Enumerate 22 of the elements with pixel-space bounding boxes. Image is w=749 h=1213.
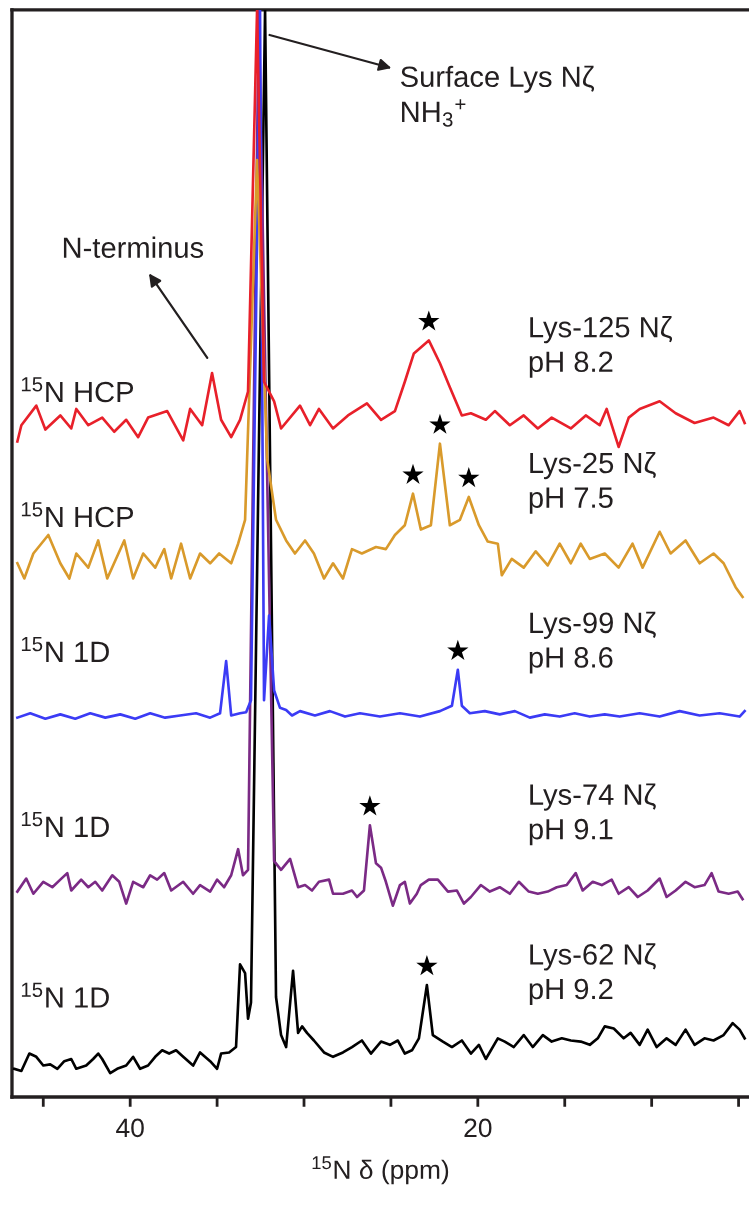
x-tick-label: 40: [116, 1118, 144, 1138]
annotation: $^{15}$N HCP: [21, 377, 134, 403]
annotation: $^{15}$N 1D: [21, 812, 109, 837]
annotation: ★: [418, 310, 440, 331]
annotation: $^{15}$N HCP: [21, 502, 134, 528]
annotation: ★: [402, 463, 424, 484]
annotation: ★: [416, 955, 438, 976]
series-label: Lys-62 Nζ pH 9.2: [529, 943, 656, 1006]
annotation: $^{15}$N 1D: [21, 637, 109, 662]
series-label: Lys-74 Nζ pH 9.1: [529, 783, 656, 846]
annotation: $^{15}$N 1D: [21, 982, 109, 1008]
annotation: ★: [429, 413, 451, 434]
annotation: N-terminus: [63, 236, 204, 259]
annotation: ★: [359, 795, 381, 816]
series-label: Lys-125 Nζ pH 8.2: [529, 316, 673, 378]
annotation: ★: [447, 639, 469, 660]
series-label: Lys-25 Nζ pH 7.5: [529, 451, 656, 514]
annotation: Surface Lys Nζ NH$_{3}$$^{+}$: [400, 65, 595, 127]
x-axis-title: $^{15}$N δ (ppm): [312, 1156, 449, 1185]
annotation: ★: [458, 466, 480, 488]
x-tick-label: 20: [464, 1118, 492, 1138]
series-label: Lys-99 Nζ pH 8.6: [529, 611, 656, 674]
